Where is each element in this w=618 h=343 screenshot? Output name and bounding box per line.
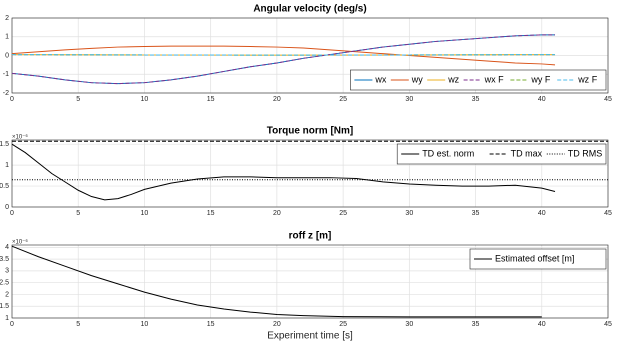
x-tick-label: 30: [405, 210, 413, 217]
x-tick-label: 5: [76, 210, 80, 217]
x-axis-label: Experiment time [s]: [267, 331, 353, 342]
x-tick-label: 40: [538, 210, 546, 217]
axes-box: [11, 139, 609, 208]
x-tick-label: 30: [405, 96, 413, 103]
y-tick-label: 2: [5, 291, 9, 298]
series-line: [11, 34, 556, 85]
x-tick-label: 20: [273, 210, 281, 217]
axes-box: [11, 17, 609, 94]
x-tick-label: 0: [10, 321, 14, 328]
chart-title: Angular velocity (deg/s): [253, 4, 366, 15]
x-tick-label: 35: [472, 321, 480, 328]
legend-label: wx: [374, 74, 386, 84]
x-tick-label: 45: [604, 96, 612, 103]
y-tick-label: 3: [5, 268, 9, 275]
x-tick-label: 5: [76, 96, 80, 103]
x-tick-label: 15: [207, 210, 215, 217]
x-tick-label: 40: [538, 321, 546, 328]
x-tick-label: 15: [207, 96, 215, 103]
y-tick-label: 1: [5, 162, 9, 169]
x-tick-label: 25: [339, 210, 347, 217]
x-tick-label: 20: [273, 96, 281, 103]
x-tick-label: 20: [273, 321, 281, 328]
chart-title: roff z [m]: [289, 231, 332, 242]
y-tick-label: 0: [5, 52, 9, 59]
legend: TD est. norm TD max TD RMS: [396, 143, 607, 165]
y-tick-label: 1.5: [0, 303, 9, 310]
x-tick-label: 35: [472, 96, 480, 103]
y-exponent: ×10⁻⁶: [12, 239, 28, 246]
y-tick-label: 1: [5, 315, 9, 322]
series-line: [11, 54, 556, 56]
x-tick-label: 35: [472, 210, 480, 217]
legend-label: TD max: [511, 148, 543, 158]
axes-box: [11, 244, 609, 319]
legend-label: Estimated offset [m]: [495, 253, 574, 263]
y-tick-label: 3.5: [0, 256, 9, 263]
chart-title: Torque norm [Nm]: [267, 126, 353, 137]
y-tick-label: -2: [3, 90, 9, 97]
series-line: [11, 143, 556, 201]
x-tick-label: 10: [141, 210, 149, 217]
x-tick-label: 25: [339, 321, 347, 328]
y-tick-label: 1.5: [0, 141, 9, 148]
legend-box: [469, 248, 607, 270]
x-tick-label: 10: [141, 321, 149, 328]
y-tick-label: -1: [3, 71, 9, 78]
legend-label: wy: [411, 74, 423, 84]
legend-label: wz F: [577, 74, 598, 84]
y-tick-label: 2: [5, 15, 9, 22]
series-line: [11, 45, 556, 66]
legend-label: wy F: [530, 74, 551, 84]
x-tick-label: 0: [10, 96, 14, 103]
x-tick-label: 5: [76, 321, 80, 328]
x-tick-label: 10: [141, 96, 149, 103]
x-tick-label: 25: [339, 96, 347, 103]
legend-label: wx F: [484, 74, 505, 84]
y-tick-label: 0.5: [0, 183, 9, 190]
x-tick-label: 45: [604, 210, 612, 217]
x-tick-label: 30: [405, 321, 413, 328]
y-tick-label: 2.5: [0, 280, 9, 287]
x-tick-label: 15: [207, 321, 215, 328]
series-line: [11, 245, 542, 318]
y-tick-label: 0: [5, 204, 9, 211]
y-tick-label: 1: [5, 34, 9, 41]
legend-label: TD RMS: [568, 148, 603, 158]
legend: Estimated offset [m]: [469, 248, 607, 270]
legend: wx wy wz wx F wy F wz F: [350, 69, 607, 91]
x-tick-label: 0: [10, 210, 14, 217]
legend-label: TD est. norm: [422, 148, 474, 158]
y-tick-label: 4: [5, 244, 9, 251]
y-exponent: ×10⁻⁶: [12, 134, 28, 141]
legend-label: wz: [447, 74, 459, 84]
x-tick-label: 45: [604, 321, 612, 328]
x-tick-label: 40: [538, 96, 546, 103]
